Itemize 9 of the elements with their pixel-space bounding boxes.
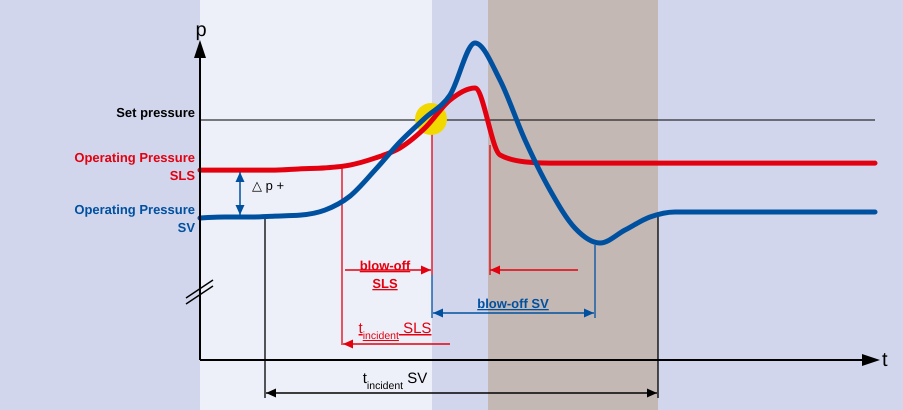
annotation: blow-off SV — [477, 296, 550, 311]
series-label: Operating Pressure SLS — [74, 150, 196, 183]
x-axis-title: t — [882, 349, 888, 371]
annotation: t$_{incident}$ SLS — [358, 320, 432, 342]
ref-line-label: Set pressure — [116, 105, 195, 120]
annotation: △ p + — [252, 178, 284, 193]
series-label: Operating Pressure SV — [74, 202, 196, 235]
text: t$_{incident}$ SV — [362, 370, 428, 392]
y-axis-title: p — [195, 19, 207, 41]
